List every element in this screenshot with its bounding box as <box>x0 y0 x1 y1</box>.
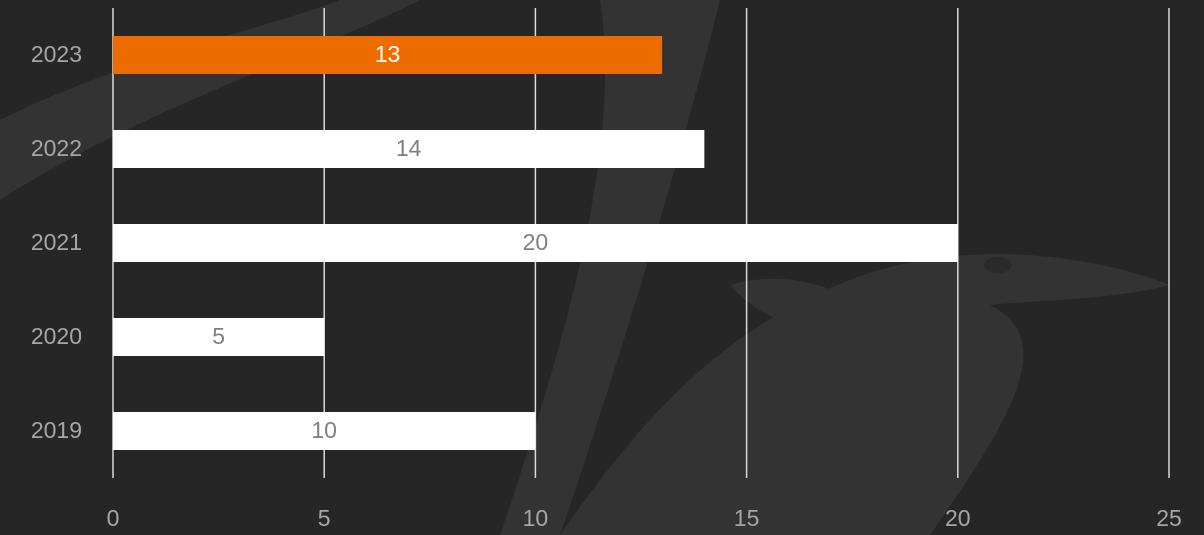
data-label: 20 <box>523 229 549 255</box>
swoosh <box>0 0 420 200</box>
data-label: 13 <box>375 41 401 67</box>
y-tick-label: 2020 <box>31 323 82 349</box>
x-tick-label: 25 <box>1156 505 1182 531</box>
y-tick-label: 2023 <box>31 41 82 67</box>
x-tick-label: 15 <box>734 505 760 531</box>
bar <box>113 412 536 450</box>
bar <box>113 36 663 74</box>
x-tick-label: 20 <box>945 505 971 531</box>
y-tick-label: 2022 <box>31 135 82 161</box>
dolphin-body <box>560 254 1170 535</box>
data-label: 10 <box>311 417 337 443</box>
x-tick-label: 0 <box>107 505 120 531</box>
y-tick-label: 2019 <box>31 417 82 443</box>
dolphin-eye <box>984 257 1012 273</box>
data-label: 14 <box>396 135 422 161</box>
x-tick-label: 10 <box>523 505 549 531</box>
bar <box>113 130 705 168</box>
data-label: 5 <box>212 323 225 349</box>
dolphin-fin <box>730 278 850 321</box>
y-tick-label: 2021 <box>31 229 82 255</box>
x-tick-label: 5 <box>318 505 331 531</box>
bar <box>113 224 958 262</box>
bar <box>113 318 325 356</box>
